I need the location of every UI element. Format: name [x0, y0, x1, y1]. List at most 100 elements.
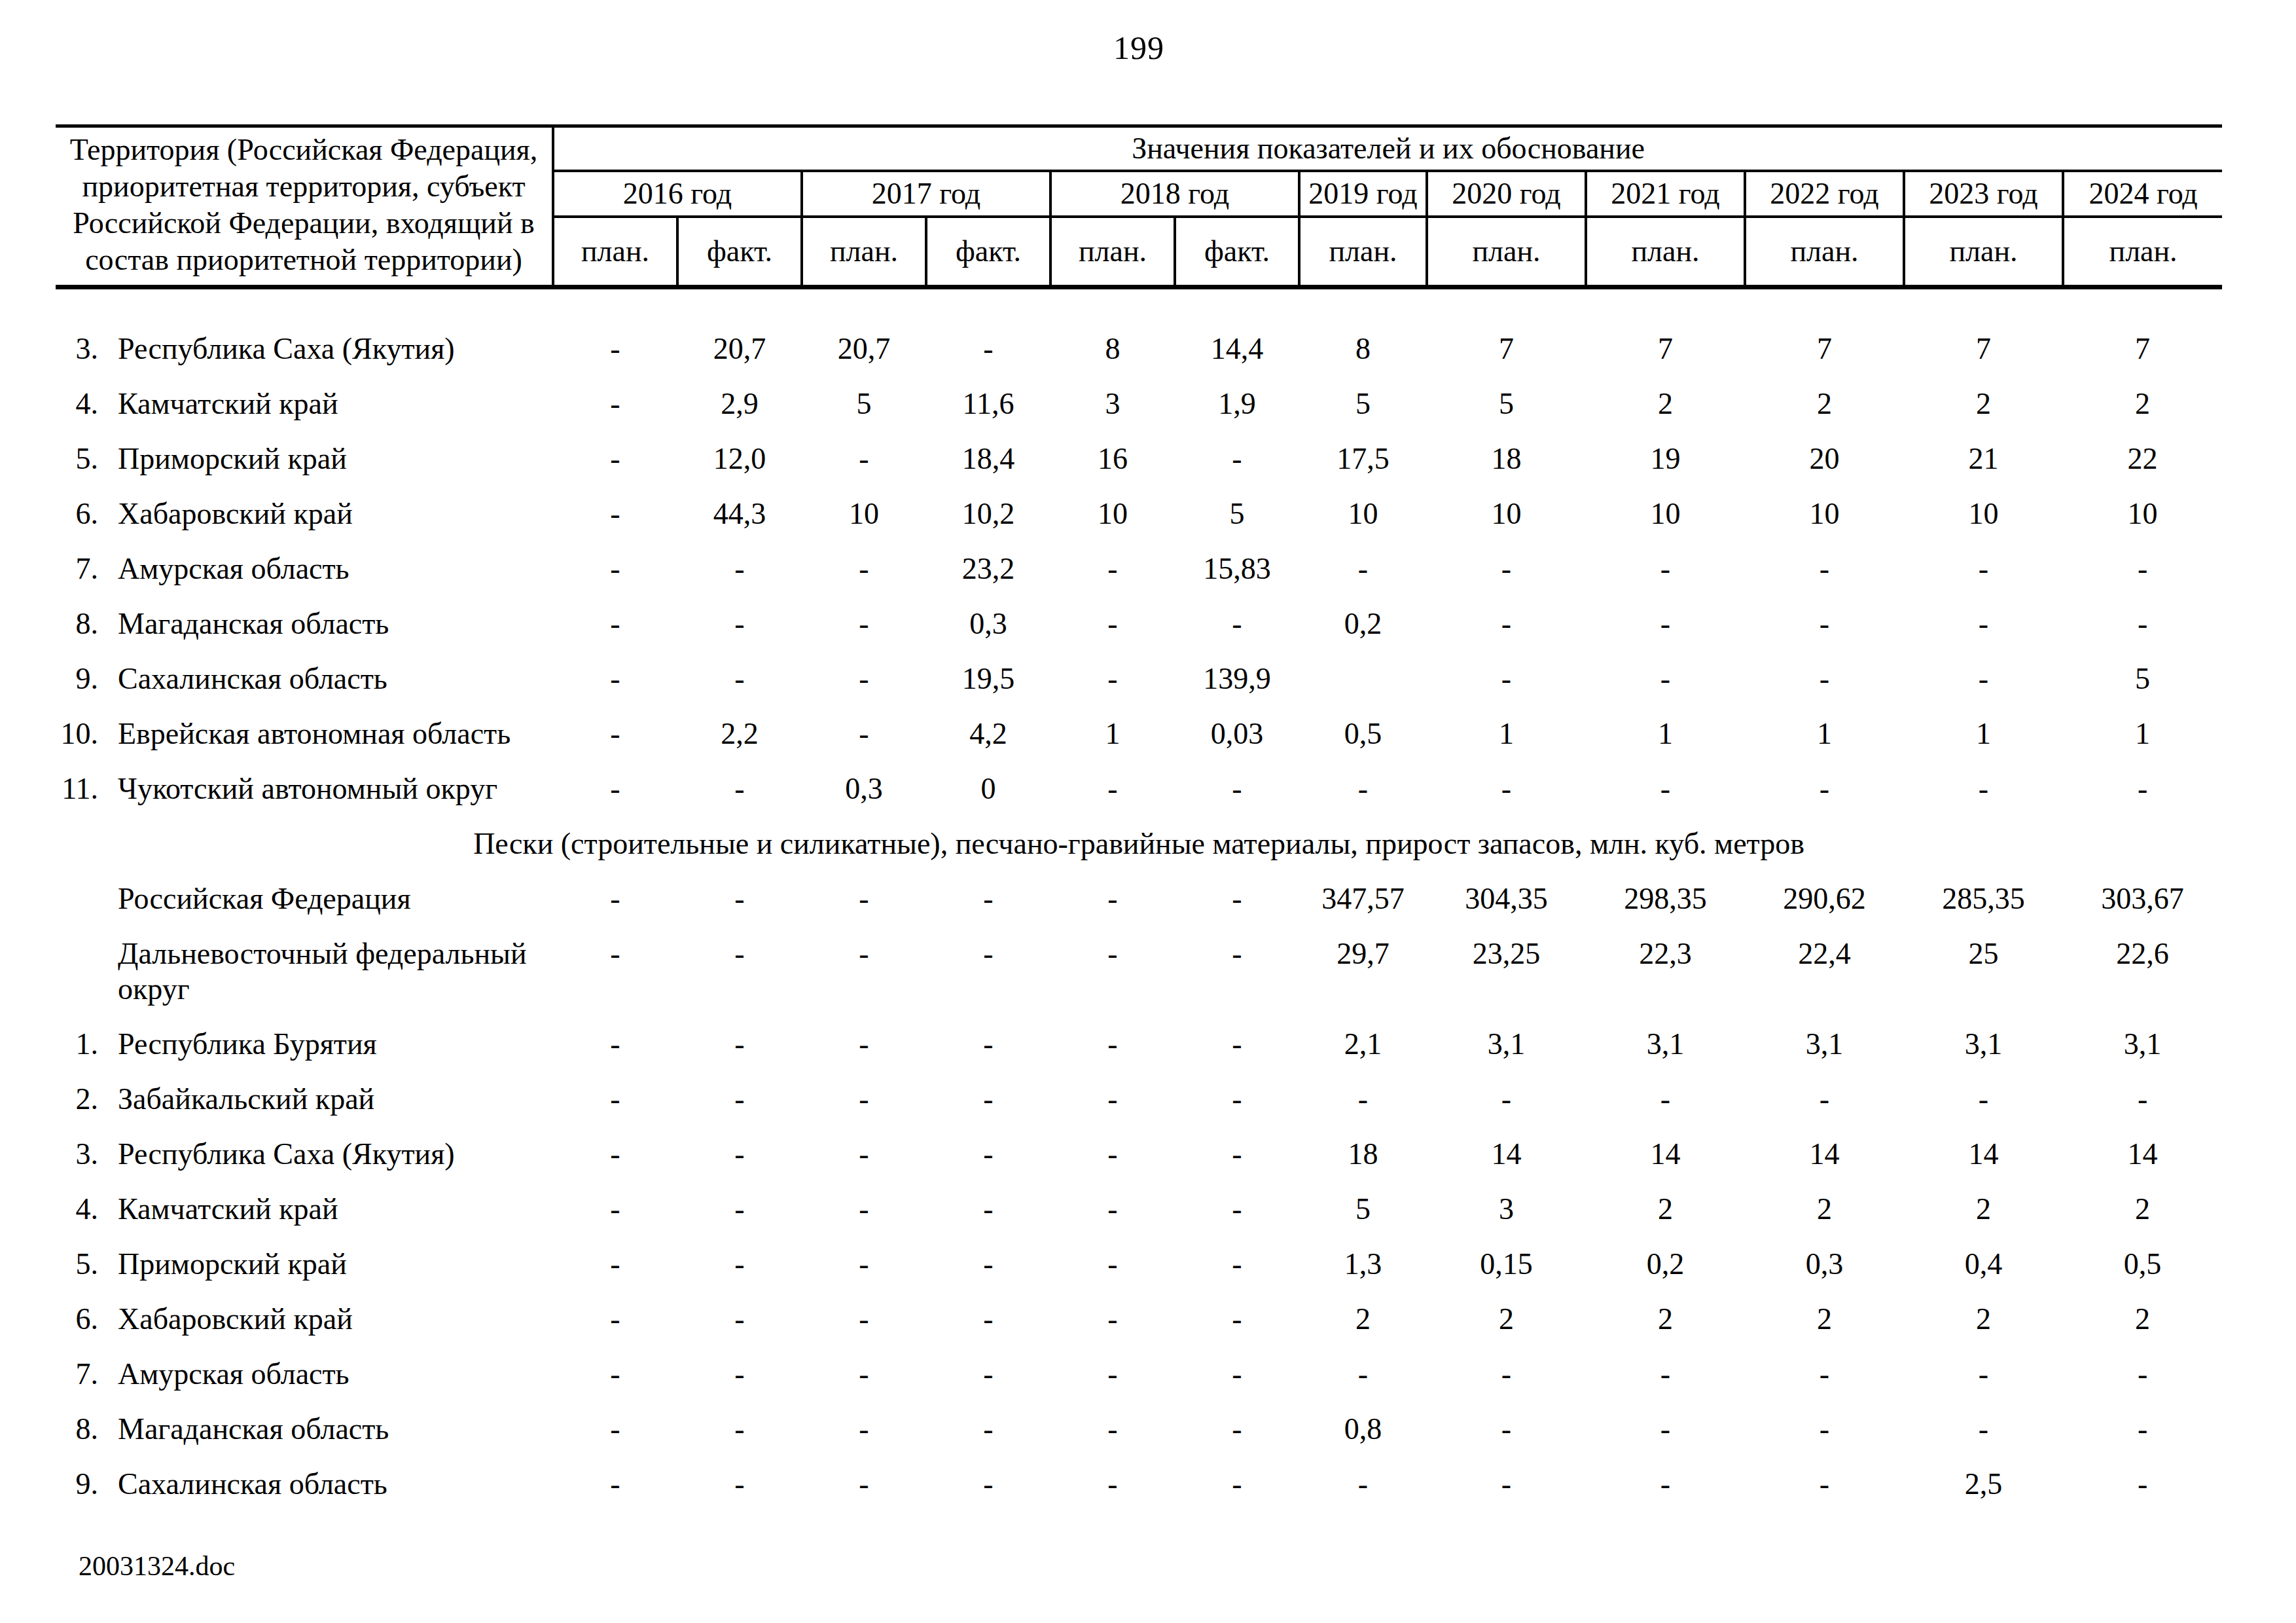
value-cell: -: [1175, 1239, 1299, 1294]
value-cell: 8: [1299, 323, 1427, 378]
value-cell: -: [1745, 598, 1904, 653]
value-cell: 0,5: [2063, 1239, 2222, 1294]
value-cell: 0,3: [1745, 1239, 1904, 1294]
value-cell: -: [553, 1239, 677, 1294]
value-cell: -: [802, 1404, 926, 1459]
fact-label: факт.: [1175, 217, 1299, 287]
value-cell: -: [1586, 763, 1745, 818]
table-row: 5.Приморский край-12,0-18,416-17,5181920…: [56, 433, 2222, 488]
value-cell: 19,5: [926, 653, 1050, 708]
value-cell: 25: [1904, 928, 2063, 1019]
value-cell: -: [1050, 1129, 1175, 1184]
value-cell: -: [553, 1129, 677, 1184]
value-cell: -: [1050, 1074, 1175, 1129]
value-cell: -: [677, 1129, 802, 1184]
territory-name: Забайкальский край: [118, 1074, 553, 1129]
value-cell: -: [802, 1019, 926, 1074]
value-cell: 22,4: [1745, 928, 1904, 1019]
value-cell: 2: [1586, 1184, 1745, 1239]
value-cell: -: [2063, 1349, 2222, 1404]
value-cell: 0: [926, 763, 1050, 818]
value-cell: 5: [2063, 653, 2222, 708]
value-cell: -: [1586, 598, 1745, 653]
plan-label: план.: [1299, 217, 1427, 287]
value-cell: -: [677, 1019, 802, 1074]
value-cell: 7: [1586, 323, 1745, 378]
value-cell: 3,1: [1745, 1019, 1904, 1074]
value-cell: 18: [1299, 1129, 1427, 1184]
value-cell: 2: [1427, 1294, 1586, 1349]
value-cell: 3,1: [1586, 1019, 1745, 1074]
value-cell: -: [1175, 763, 1299, 818]
value-cell: -: [1175, 1184, 1299, 1239]
territory-name: Дальневосточный федеральный округ: [118, 928, 553, 1019]
value-cell: -: [2063, 543, 2222, 598]
value-cell: -: [1427, 1404, 1586, 1459]
plan-label: план.: [1745, 217, 1904, 287]
value-cell: 1,3: [1299, 1239, 1427, 1294]
value-cell: 14: [1427, 1129, 1586, 1184]
value-cell: -: [1745, 543, 1904, 598]
section-header-row: Пески (строительные и силикатные), песча…: [56, 818, 2222, 873]
table-header: Территория (Российская Федерация, приори…: [56, 126, 2222, 287]
value-cell: 22,6: [2063, 928, 2222, 1019]
value-cell: 0,2: [1299, 598, 1427, 653]
value-cell: 23,2: [926, 543, 1050, 598]
fact-label: факт.: [677, 217, 802, 287]
value-cell: 2,5: [1904, 1459, 2063, 1514]
value-cell: -: [802, 1129, 926, 1184]
value-cell: 0,03: [1175, 708, 1299, 763]
territory-name: Республика Саха (Якутия): [118, 1129, 553, 1184]
value-cell: -: [553, 708, 677, 763]
value-cell: -: [677, 928, 802, 1019]
value-cell: 22: [2063, 433, 2222, 488]
value-cell: 29,7: [1299, 928, 1427, 1019]
value-cell: -: [553, 1404, 677, 1459]
document-filename: 20031324.doc: [79, 1550, 235, 1582]
value-cell: -: [802, 598, 926, 653]
table-row: 11.Чукотский автономный округ--0,30-----…: [56, 763, 2222, 818]
value-cell: -: [553, 598, 677, 653]
table-row: 5.Приморский край------1,30,150,20,30,40…: [56, 1239, 2222, 1294]
value-cell: 2: [1299, 1294, 1427, 1349]
value-cell: -: [1175, 1404, 1299, 1459]
value-cell: 7: [1745, 323, 1904, 378]
value-cell: 20,7: [677, 323, 802, 378]
plan-label: план.: [802, 217, 926, 287]
value-cell: -: [677, 1184, 802, 1239]
value-cell: 10: [1586, 488, 1745, 543]
value-cell: -: [1904, 763, 2063, 818]
value-cell: 2: [1904, 1184, 2063, 1239]
value-cell: -: [1050, 1294, 1175, 1349]
value-cell: 304,35: [1427, 873, 1586, 928]
value-cell: -: [1427, 763, 1586, 818]
value-cell: 20,7: [802, 323, 926, 378]
value-cell: -: [1745, 1459, 1904, 1514]
value-cell: -: [677, 598, 802, 653]
value-cell: 285,35: [1904, 873, 2063, 928]
plan-label: план.: [1427, 217, 1586, 287]
value-cell: -: [1299, 763, 1427, 818]
value-cell: -: [1050, 1459, 1175, 1514]
row-number: 6.: [56, 1294, 118, 1349]
value-cell: 2: [1586, 378, 1745, 433]
row-number: 11.: [56, 763, 118, 818]
table-row: 4.Камчатский край------532222: [56, 1184, 2222, 1239]
value-cell: -: [677, 1074, 802, 1129]
value-cell: 3,1: [1904, 1019, 2063, 1074]
territory-name: Хабаровский край: [118, 1294, 553, 1349]
value-cell: 347,57: [1299, 873, 1427, 928]
table-row: 1.Республика Бурятия------2,13,13,13,13,…: [56, 1019, 2222, 1074]
value-cell: 3: [1050, 378, 1175, 433]
table-row: Российская Федерация------347,57304,3529…: [56, 873, 2222, 928]
year-2024-header: 2024 год: [2063, 171, 2222, 217]
value-cell: -: [1427, 1459, 1586, 1514]
value-cell: -: [926, 1239, 1050, 1294]
value-cell: -: [926, 1074, 1050, 1129]
value-cell: -: [677, 1239, 802, 1294]
value-cell: 21: [1904, 433, 2063, 488]
value-cell: -: [1050, 1349, 1175, 1404]
value-cell: 298,35: [1586, 873, 1745, 928]
value-cell: 5: [1175, 488, 1299, 543]
value-cell: -: [1175, 1349, 1299, 1404]
